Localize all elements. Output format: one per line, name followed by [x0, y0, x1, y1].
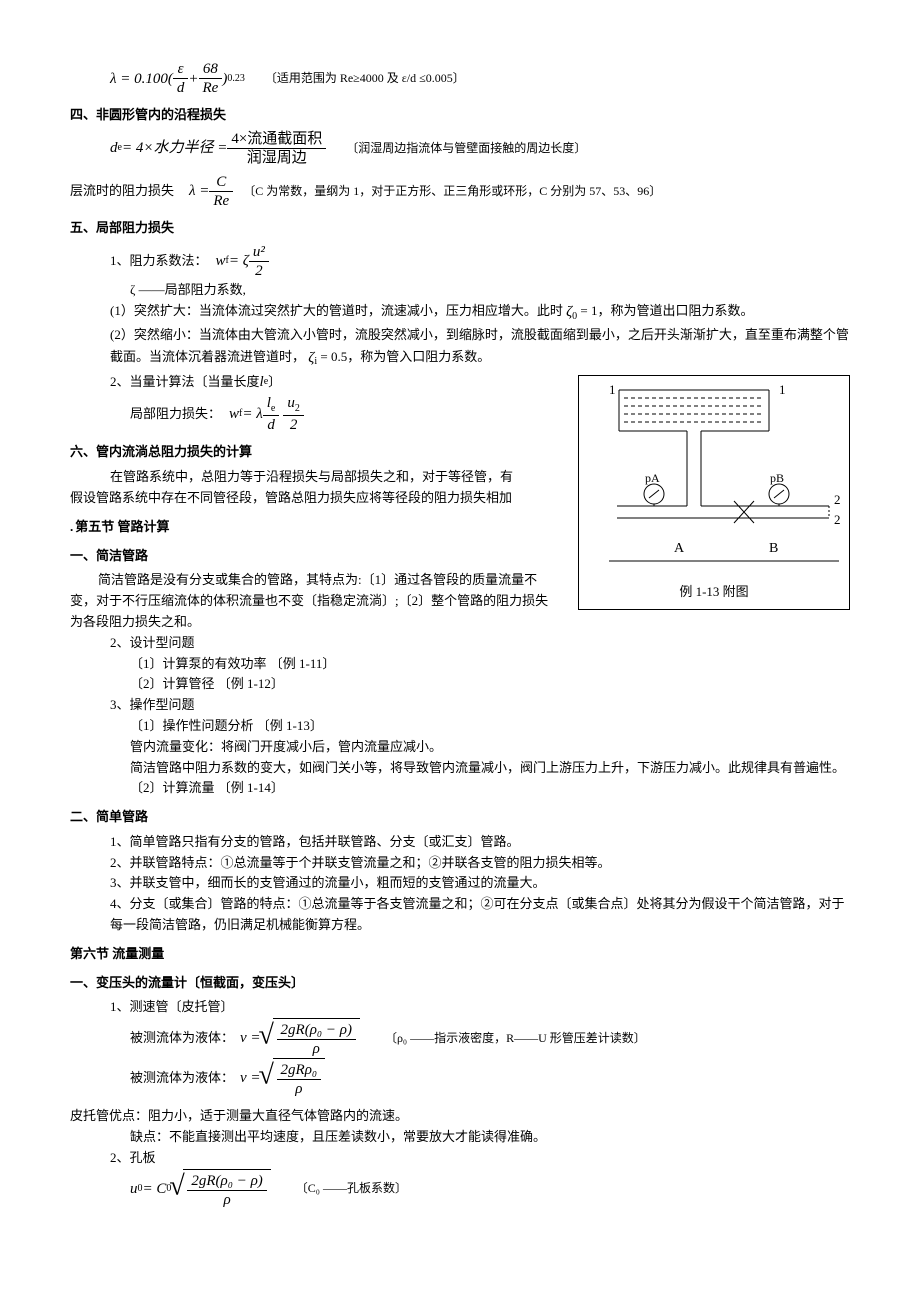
s5-s2-1: 1、简单管路只指有分支的管路，包括并联管路、分支〔或汇支〕管路。: [70, 832, 850, 853]
s5-s2-2: 2、并联管路特点：①总流量等于个并联支管流量之和；②并联各支管的阻力损失相等。: [70, 853, 850, 874]
equation-de: d e = 4×水力半径 = 4×流通截面积 润湿周边 〔润湿周边指流体与管壁面…: [70, 130, 850, 167]
fraction-c-re: C Re: [209, 173, 233, 210]
s5-l3c: 简洁管路中阻力系数的变大，如阀门关小等，将导致管内流量减小，阀门上游压力上升，下…: [70, 758, 850, 779]
eq1-note: 〔适用范围为 Re≥4000 及 ε/d ≤0.005〕: [265, 69, 465, 88]
s5-l3a: 〔1〕操作性问题分析 〔例 1-13〕: [70, 716, 850, 737]
fraction-68-re: 68 Re: [199, 60, 223, 97]
section5-title: 五、局部阻力损失: [70, 218, 850, 239]
sqrt-icon: 2gRρ₀ ρ: [261, 1058, 326, 1098]
svg-text:1: 1: [609, 382, 616, 397]
section-s6-title: 第六节 流量测量: [70, 944, 850, 965]
laminar-row: 层流时的阻力损失 λ = C Re 〔C 为常数，量纲为 1，对于正方形、正三角…: [70, 173, 850, 210]
s5-l2: 2、设计型问题: [70, 633, 850, 654]
figure-svg: 1 1 pA pB 2 2 A B: [579, 376, 847, 576]
s6-l2: 2、孔板: [70, 1148, 850, 1169]
pitot-gas: 被测流体为液体： v = 2gRρ₀ ρ: [70, 1058, 850, 1098]
s6-h1: 一、变压头的流量计〔恒截面，变压头〕: [70, 973, 850, 994]
orifice-note: 〔C₀ ――孔板系数〕: [296, 1179, 407, 1198]
pitot-dis: 缺点：不能直接测出平均速度，且压差读数小，常要放大才能读得准确。: [70, 1127, 850, 1148]
figure-1-13: 1 1 pA pB 2 2 A B: [578, 375, 850, 610]
fraction-eps-d: ε d: [173, 60, 189, 97]
svg-text:2: 2: [834, 492, 841, 507]
fraction-le-d: le d: [263, 394, 280, 434]
svg-text:1: 1: [779, 382, 786, 397]
fraction-de: 4×流通截面积 润湿周边: [227, 130, 326, 167]
pitot-adv: 皮托管优点：阻力小，适于测量大直径气体管路内的流速。: [70, 1106, 850, 1127]
equation-lambda: λ = 0.100( ε d + 68 Re ) 0.23 〔适用范围为 Re≥…: [70, 60, 850, 97]
s5-s2-3: 3、并联支管中，细而长的支管通过的流量小，粗而短的支管通过的流量大。: [70, 873, 850, 894]
laminar-note: 〔C 为常数，量纲为 1，对于正方形、正三角形或环形，C 分别为 57、53、9…: [243, 182, 661, 201]
pitot-liquid: 被测流体为液体： v = 2gR(ρ₀ − ρ) ρ 〔ρ₀ ――指示液密度，R…: [70, 1018, 850, 1058]
s5-l3d: 〔2〕计算流量 〔例 1-14〕: [70, 778, 850, 799]
section4-title: 四、非圆形管内的沿程损失: [70, 105, 850, 126]
method2-eq: 局部阻力损失： w f = λ le d u2 2: [70, 394, 558, 434]
s5-h2: 二、简单管路: [70, 807, 850, 828]
eq-text: λ = 0.100(: [110, 67, 173, 91]
zeta-note: ζ ――局部阻力系数,: [70, 280, 850, 301]
s5-l2a: 〔1〕计算泵的有效功率 〔例 1-11〕: [70, 654, 850, 675]
s6-l1: 1、测速管〔皮托管〕: [70, 997, 850, 1018]
svg-text:pA: pA: [645, 471, 660, 485]
fraction-u2-2: u² 2: [249, 243, 269, 280]
svg-text:B: B: [769, 541, 778, 556]
de-note: 〔润湿周边指流体与管壁面接触的周边长度〕: [346, 139, 586, 158]
expansion-para: (1）突然扩大：当流体流过突然扩大的管道时，流速减小，压力相应增大。此时 ζ0 …: [70, 300, 850, 325]
fraction-u2-2b: u2 2: [283, 394, 304, 434]
s5-s2-4: 4、分支〔或集合〕管路的特点：①总流量等于各支管流量之和；②可在分支点〔或集合点…: [70, 894, 850, 936]
svg-text:2: 2: [834, 512, 841, 527]
method1: 1、阻力系数法： w f = ζ u² 2: [70, 243, 850, 280]
svg-text:A: A: [674, 541, 685, 556]
s5-l2b: 〔2〕计算管径 〔例 1-12〕: [70, 674, 850, 695]
s5-l3: 3、操作型问题: [70, 695, 850, 716]
method2-label: 2、当量计算法〔当量长度 le 〕: [70, 370, 558, 394]
sqrt-icon: 2gR(ρ₀ − ρ) ρ: [261, 1018, 360, 1058]
sqrt-icon: 2gR(ρ₀ − ρ) ρ: [171, 1169, 270, 1209]
svg-text:pB: pB: [770, 471, 784, 485]
pitot-note: 〔ρ₀ ――指示液密度，R――U 形管压差计读数〕: [385, 1029, 646, 1048]
contraction-para: (2）突然缩小：当流体由大管流入小管时，流股突然减小，到缩脉时，流股截面缩到最小…: [70, 325, 850, 370]
orifice-eq: u 0 = C 0 2gR(ρ₀ − ρ) ρ 〔C₀ ――孔板系数〕: [70, 1169, 850, 1209]
figure-caption: 例 1-13 附图: [579, 576, 849, 609]
s5-l3b: 管内流量变化：将阀门开度减小后，管内流量应减小。: [70, 737, 850, 758]
